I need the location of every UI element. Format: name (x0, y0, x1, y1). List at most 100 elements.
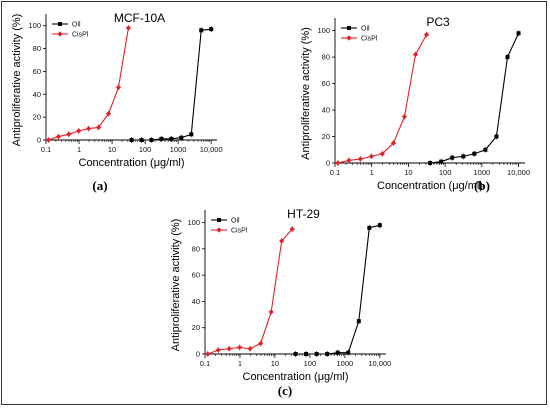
data-point (205, 351, 211, 357)
series-cispl (335, 31, 430, 166)
x-tick-label: 100 (304, 359, 317, 368)
data-point (125, 25, 131, 31)
y-tick-label: 80 (192, 244, 200, 253)
data-point (258, 340, 264, 347)
data-point (335, 160, 341, 166)
x-axis-label: Concentration (μg/ml) (79, 157, 185, 169)
y-axis-label: Antiproliferative activity (%) (170, 219, 182, 352)
data-point (293, 352, 298, 356)
data-point (237, 344, 243, 351)
legend-swatch-marker (57, 31, 63, 37)
data-point (439, 159, 444, 164)
series-line (207, 228, 293, 355)
legend-entry: CisPl (72, 32, 89, 39)
x-tick-label: 0.1 (41, 145, 51, 154)
y-tick-label: 40 (33, 90, 41, 99)
x-tick-label: 10,000 (200, 145, 223, 154)
x-axis-label: Concentration (μg/ml) (377, 180, 483, 192)
legend-swatch-marker (346, 35, 352, 41)
data-point (215, 347, 221, 353)
y-tick-label: 0 (37, 136, 41, 145)
data-point (76, 128, 82, 134)
y-tick-label: 20 (33, 113, 41, 122)
data-point (226, 346, 232, 352)
data-point (66, 131, 72, 137)
data-point (505, 55, 510, 60)
x-tick-label: 10 (271, 359, 279, 368)
y-tick-label: 40 (322, 106, 330, 115)
data-point (472, 151, 477, 156)
y-axis-label: Antiproliferative activity (%) (11, 14, 23, 147)
series-oil (428, 30, 521, 166)
x-tick-label: 1 (77, 145, 81, 154)
data-point (346, 350, 351, 355)
y-tick-label: 100 (187, 218, 200, 227)
x-tick-label: 0.1 (330, 168, 340, 177)
legend-entry: CisPl (361, 36, 378, 43)
series-oil (293, 222, 382, 357)
chart-title: MCF-10A (114, 11, 165, 25)
y-tick-label: 60 (192, 271, 200, 280)
x-tick-label: 10,000 (507, 168, 530, 177)
data-point (450, 155, 455, 160)
data-point (115, 84, 122, 91)
chart-title: PC3 (426, 15, 450, 29)
series-cispl (205, 226, 295, 357)
x-tick-label: 1 (238, 359, 242, 368)
data-point (105, 111, 112, 117)
y-tick-label: 0 (196, 350, 200, 359)
data-point (129, 138, 134, 142)
data-point (377, 223, 382, 228)
legend-swatch-marker (347, 26, 351, 30)
chart-title: HT-29 (287, 207, 320, 221)
series-line (430, 33, 520, 164)
data-point (46, 137, 52, 143)
data-point (356, 319, 361, 324)
y-tick-label: 40 (192, 297, 200, 306)
data-point (367, 225, 372, 230)
chart-panel-1: MCF-10A 0 20 40 60 80 100 0.1 1 10 100 1000 10,000 Co… (11, 11, 223, 193)
series-line (295, 224, 380, 355)
data-point (159, 136, 164, 141)
data-point (247, 346, 253, 352)
data-point (209, 27, 214, 32)
data-point (346, 157, 352, 163)
y-tick-label: 100 (317, 26, 330, 35)
y-tick-label: 20 (192, 323, 200, 332)
x-tick-label: 100 (139, 145, 152, 154)
series-oil (129, 26, 214, 143)
data-point (412, 51, 419, 58)
data-point (55, 133, 62, 140)
data-point (279, 238, 285, 244)
data-point (390, 140, 397, 146)
y-tick-label: 60 (33, 67, 41, 76)
data-point (428, 161, 433, 165)
data-point (179, 135, 184, 140)
y-tick-label: 60 (322, 79, 330, 88)
data-point (304, 352, 309, 356)
x-tick-label: 1000 (337, 359, 354, 368)
data-point (401, 114, 408, 120)
legend-entry: Oil (361, 26, 370, 33)
data-point (423, 31, 430, 38)
y-tick-label: 80 (322, 53, 330, 62)
series-cispl (46, 25, 131, 143)
x-tick-label: 10 (404, 168, 412, 177)
legend-swatch-marker (216, 227, 222, 233)
data-point (494, 134, 499, 139)
data-point (268, 309, 274, 315)
data-point (483, 147, 488, 152)
data-point (368, 153, 374, 159)
data-point (335, 350, 340, 355)
legend-swatch-marker (217, 218, 221, 222)
legend-entry: CisPl (231, 228, 248, 235)
x-tick-label: 1000 (170, 145, 187, 154)
series-line (48, 27, 129, 141)
legend-entry: Oil (72, 22, 81, 29)
data-point (379, 151, 385, 157)
data-point (95, 124, 102, 131)
series-line (131, 28, 212, 141)
data-point (199, 28, 204, 33)
x-tick-label: 10,000 (368, 359, 391, 368)
